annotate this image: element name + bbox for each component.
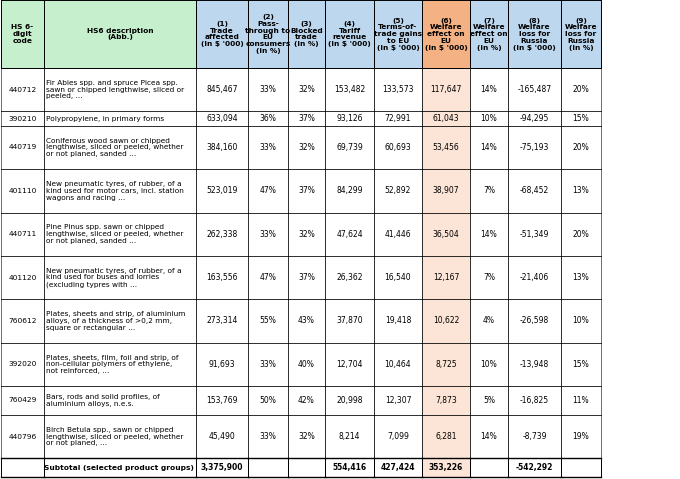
Bar bbox=[196, 415, 248, 458]
Text: 760612: 760612 bbox=[8, 318, 37, 324]
Bar bbox=[508, 68, 561, 111]
Bar bbox=[561, 213, 601, 256]
Text: -51,349: -51,349 bbox=[520, 230, 549, 239]
Bar bbox=[374, 256, 422, 299]
Text: 760429: 760429 bbox=[8, 398, 37, 403]
Bar bbox=[1, 386, 44, 415]
Text: 633,094: 633,094 bbox=[206, 114, 238, 123]
Bar bbox=[1, 126, 44, 169]
Text: (7)
Welfare
effect on
EU
(in %): (7) Welfare effect on EU (in %) bbox=[471, 18, 508, 50]
Bar bbox=[196, 169, 248, 213]
Bar bbox=[248, 415, 288, 458]
Bar bbox=[374, 342, 422, 386]
Bar bbox=[470, 458, 508, 477]
Bar bbox=[248, 342, 288, 386]
Bar bbox=[325, 415, 374, 458]
Text: 33%: 33% bbox=[260, 432, 277, 441]
Bar bbox=[1, 415, 44, 458]
Text: 15%: 15% bbox=[573, 114, 590, 123]
Text: 10,464: 10,464 bbox=[385, 360, 411, 369]
Bar bbox=[470, 126, 508, 169]
Text: -13,948: -13,948 bbox=[520, 360, 549, 369]
Bar bbox=[508, 415, 561, 458]
Text: 36,504: 36,504 bbox=[432, 230, 460, 239]
Text: 20%: 20% bbox=[573, 143, 590, 152]
Text: 554,416: 554,416 bbox=[333, 463, 367, 472]
Bar bbox=[508, 458, 561, 477]
Bar bbox=[374, 213, 422, 256]
Text: 26,362: 26,362 bbox=[336, 273, 362, 282]
Bar bbox=[196, 342, 248, 386]
Text: HS6 description
(Abb.): HS6 description (Abb.) bbox=[87, 28, 153, 40]
Bar bbox=[561, 299, 601, 342]
Text: 117,647: 117,647 bbox=[430, 85, 462, 94]
Bar bbox=[248, 126, 288, 169]
Bar bbox=[422, 256, 470, 299]
Bar bbox=[248, 0, 288, 68]
Bar bbox=[44, 342, 196, 386]
Bar bbox=[325, 386, 374, 415]
Bar bbox=[374, 111, 422, 126]
Text: 7,873: 7,873 bbox=[435, 396, 457, 405]
Text: 40%: 40% bbox=[298, 360, 315, 369]
Bar bbox=[248, 169, 288, 213]
Bar bbox=[561, 0, 601, 68]
Text: 19,418: 19,418 bbox=[385, 317, 411, 325]
Bar bbox=[196, 386, 248, 415]
Text: 440711: 440711 bbox=[8, 231, 37, 237]
Bar bbox=[508, 169, 561, 213]
Text: 47%: 47% bbox=[260, 273, 277, 282]
Text: 45,490: 45,490 bbox=[209, 432, 235, 441]
Bar bbox=[248, 213, 288, 256]
Text: 353,226: 353,226 bbox=[429, 463, 463, 472]
Bar bbox=[561, 386, 601, 415]
Bar bbox=[248, 256, 288, 299]
Text: Bars, rods and solid profiles, of
aluminium alloys, n.e.s.: Bars, rods and solid profiles, of alumin… bbox=[46, 394, 160, 407]
Text: 43%: 43% bbox=[298, 317, 315, 325]
Text: 32%: 32% bbox=[298, 143, 315, 152]
Text: 37%: 37% bbox=[298, 114, 315, 123]
Bar bbox=[288, 169, 325, 213]
Text: 3,375,900: 3,375,900 bbox=[201, 463, 243, 472]
Text: 6,281: 6,281 bbox=[435, 432, 457, 441]
Text: -165,487: -165,487 bbox=[517, 85, 551, 94]
Bar bbox=[288, 0, 325, 68]
Bar bbox=[44, 415, 196, 458]
Text: 392020: 392020 bbox=[8, 361, 37, 367]
Text: 37%: 37% bbox=[298, 273, 315, 282]
Text: 37%: 37% bbox=[298, 186, 315, 195]
Text: 440796: 440796 bbox=[8, 433, 37, 440]
Text: Plates, sheets, film, foil and strip, of
non-cellular polymers of ethylene,
not : Plates, sheets, film, foil and strip, of… bbox=[46, 354, 179, 374]
Bar bbox=[1, 299, 44, 342]
Text: -542,292: -542,292 bbox=[516, 463, 554, 472]
Text: 42%: 42% bbox=[298, 396, 315, 405]
Bar bbox=[248, 299, 288, 342]
Text: 36%: 36% bbox=[260, 114, 277, 123]
Text: 52,892: 52,892 bbox=[385, 186, 411, 195]
Bar bbox=[422, 126, 470, 169]
Text: 20%: 20% bbox=[573, 230, 590, 239]
Bar bbox=[561, 68, 601, 111]
Bar bbox=[196, 68, 248, 111]
Text: 13%: 13% bbox=[573, 186, 590, 195]
Bar bbox=[44, 126, 196, 169]
Bar bbox=[508, 213, 561, 256]
Text: 38,907: 38,907 bbox=[432, 186, 459, 195]
Bar bbox=[470, 415, 508, 458]
Text: 153,482: 153,482 bbox=[334, 85, 365, 94]
Text: 8,214: 8,214 bbox=[339, 432, 360, 441]
Text: 14%: 14% bbox=[481, 143, 497, 152]
Text: -21,406: -21,406 bbox=[520, 273, 549, 282]
Text: (3)
Blocked
trade
(in %): (3) Blocked trade (in %) bbox=[290, 21, 323, 47]
Text: -26,598: -26,598 bbox=[520, 317, 549, 325]
Text: 133,573: 133,573 bbox=[382, 85, 413, 94]
Text: (6)
Welfare
effect on
EU
(in $ '000): (6) Welfare effect on EU (in $ '000) bbox=[424, 18, 467, 50]
Bar bbox=[44, 458, 196, 477]
Bar bbox=[325, 256, 374, 299]
Bar bbox=[325, 299, 374, 342]
Bar bbox=[1, 256, 44, 299]
Bar bbox=[196, 111, 248, 126]
Bar bbox=[470, 169, 508, 213]
Bar bbox=[561, 256, 601, 299]
Text: 14%: 14% bbox=[481, 85, 497, 94]
